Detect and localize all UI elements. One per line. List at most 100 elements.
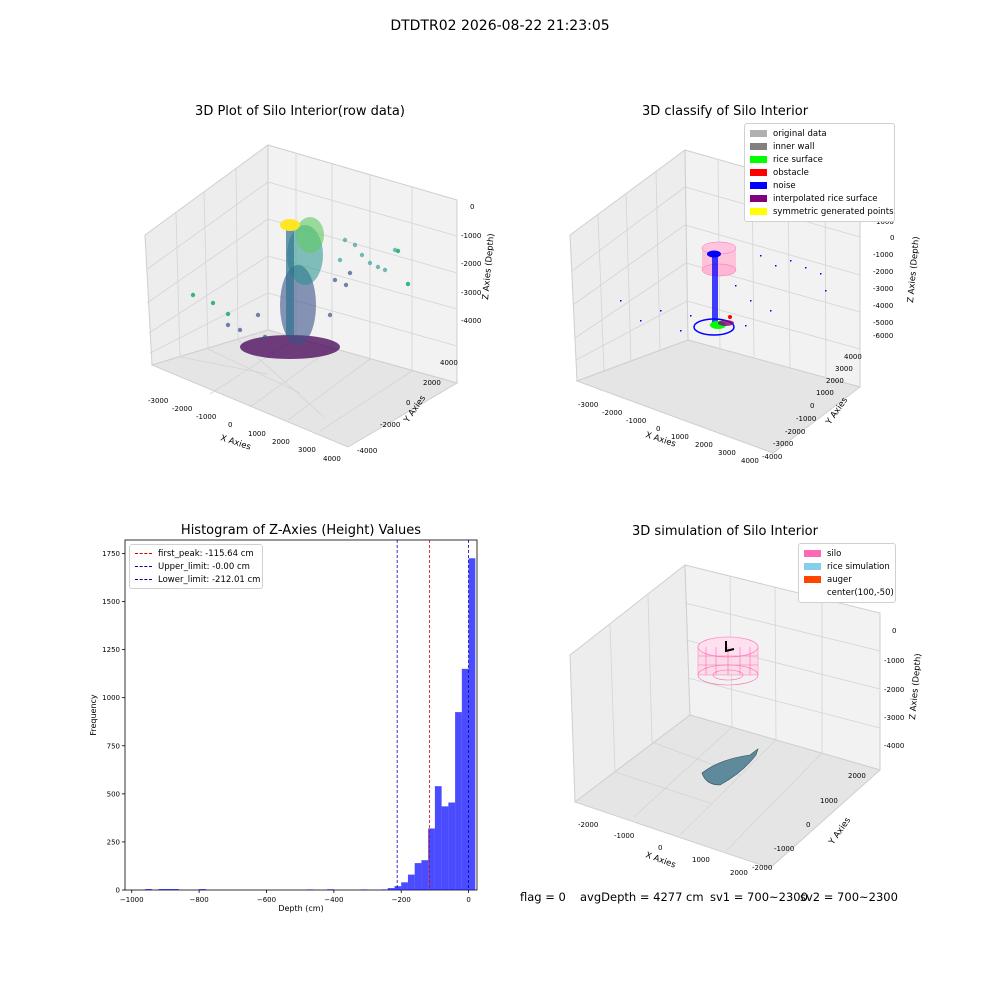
legend-label: interpolated rice surface — [773, 193, 878, 204]
histogram-plot-area — [124, 539, 478, 891]
sim-y-tick: 2000 — [848, 772, 866, 780]
raw-data-points — [190, 217, 411, 359]
histogram-bar — [468, 558, 476, 890]
legend-label: rice surface — [773, 154, 823, 165]
legend-item: auger — [804, 573, 890, 586]
histogram-bar — [441, 806, 449, 890]
raw-y-tick: 4000 — [440, 359, 458, 367]
cls-floor — [575, 339, 862, 454]
simulation-3d-plot[interactable]: -2000 -1000 0 1000 2000 2000 1000 0 -100… — [530, 545, 1000, 905]
cls-z-tick: 1000 — [876, 218, 894, 226]
histogram-y-tick-label: 1750 — [102, 550, 120, 558]
cls-y-ticks: 4000 3000 2000 1000 0 -1000 -2000 -3000 … — [762, 353, 862, 461]
cls-x-tick: 4000 — [741, 457, 759, 465]
histogram-x-label: Depth (cm) — [278, 904, 323, 913]
histogram-bar — [306, 889, 314, 890]
legend-item: center(100,-50) — [804, 586, 894, 599]
cls-z-tick: -1000 — [873, 251, 893, 259]
sim-y-tick: 0 — [806, 821, 810, 829]
classify-plot-title: 3D classify of Silo Interior — [641, 104, 809, 119]
raw-z-tick: -3000 — [461, 289, 481, 297]
legend-label: silo — [827, 548, 842, 559]
sim-z-ticks: 0 -1000 -2000 -3000 -4000 — [884, 627, 904, 750]
cls-y-tick: 0 — [810, 402, 814, 410]
cls-interpolated-surface — [718, 320, 734, 326]
cls-x-tick: -1000 — [626, 417, 646, 425]
cls-z-tick: 0 — [890, 234, 894, 242]
legend-line — [135, 579, 152, 580]
raw-left-wall — [144, 144, 269, 366]
raw-cluster-top — [280, 219, 300, 231]
cls-x-tick: 0 — [656, 425, 660, 433]
raw-y-tick: 0 — [406, 399, 410, 407]
histogram-bar — [145, 889, 152, 890]
legend-label: Upper_limit: -0.00 cm — [158, 561, 250, 572]
cls-y-tick: 4000 — [844, 353, 862, 361]
cls-x-tick: -2000 — [602, 409, 622, 417]
sim-x-ticks: -2000 -1000 0 1000 2000 — [578, 821, 748, 877]
cls-points — [620, 241, 827, 336]
histogram-x-tick-label: −400 — [324, 896, 343, 904]
sim-y-ticks: 2000 1000 0 -1000 -2000 — [752, 772, 866, 872]
histogram-bar — [199, 889, 206, 890]
histogram-x-ticks: −1000 −800 −600 −400 −200 0 — [120, 890, 471, 904]
legend-item: noise — [750, 179, 889, 192]
histogram-x-tick-label: −200 — [392, 896, 411, 904]
footer-sv2: sv2 = 700~2300 — [800, 890, 898, 904]
sim-gridlines — [609, 575, 881, 852]
sim-z-axis-label: Z Axies (Depth) — [908, 653, 924, 720]
legend-item: symmetric generated points — [750, 205, 894, 218]
legend-item: obstacle — [750, 166, 889, 179]
histogram-bars — [145, 558, 476, 890]
legend-item: silo — [804, 547, 890, 560]
cls-z-tick: -6000 — [873, 332, 893, 340]
histogram-bar — [401, 882, 408, 890]
raw-x-tick: -1000 — [196, 413, 216, 421]
histogram-y-ticks: 0 250 500 750 1000 1250 1500 1750 — [102, 550, 125, 895]
cls-x-tick: 3000 — [718, 449, 736, 457]
cls-x-tick: -3000 — [578, 401, 598, 409]
histogram-bar — [434, 786, 442, 890]
cls-y-tick: -4000 — [762, 453, 782, 461]
raw-floor — [150, 329, 459, 448]
raw-column — [286, 225, 294, 335]
legend-swatch — [804, 563, 821, 570]
histogram-bar — [158, 889, 166, 890]
histogram-y-tick-label: 1500 — [102, 598, 120, 606]
raw-z-axis-label: Z Axies (Depth) — [481, 233, 497, 300]
legend-label: center(100,-50) — [827, 587, 894, 598]
sim-x-tick: 0 — [658, 844, 662, 852]
footer-avg-depth: avgDepth = 4277 cm — [580, 890, 704, 904]
histogram-x-tick-label: 0 — [466, 896, 470, 904]
legend-item: rice surface — [750, 153, 889, 166]
sim-y-tick: 1000 — [820, 797, 838, 805]
legend-item: Lower_limit: -212.01 cm — [135, 573, 260, 586]
classify-legend: original data inner wall rice surface ob… — [744, 123, 895, 222]
sim-auger-marker — [725, 641, 735, 653]
histogram-bar — [360, 889, 368, 890]
sim-z-tick: 0 — [892, 627, 896, 635]
raw-3d-plot[interactable]: -3000 -2000 -1000 0 1000 2000 3000 4000 … — [100, 125, 600, 505]
cls-z-axis-label: Z Axies (Depth) — [906, 236, 922, 303]
histogram-bar — [387, 888, 395, 890]
cls-y-tick: 2000 — [826, 377, 844, 385]
legend-label: obstacle — [773, 167, 809, 178]
raw-z-tick: -1000 — [461, 232, 481, 240]
legend-label: noise — [773, 180, 796, 191]
legend-item: interpolated rice surface — [750, 192, 889, 205]
footer-sv1: sv1 = 700~2300 — [710, 890, 808, 904]
raw-x-ticks: -3000 -2000 -1000 0 1000 2000 3000 4000 — [148, 397, 341, 463]
raw-y-ticks: 4000 2000 0 -2000 -4000 — [357, 359, 458, 455]
raw-cluster-bottom — [240, 335, 340, 359]
cls-x-tick: 2000 — [695, 441, 713, 449]
histogram-reference-lines — [396, 540, 469, 890]
histogram-chart[interactable]: −1000 −800 −600 −400 −200 0 0 250 500 750 1000 125… — [80, 530, 580, 930]
cls-z-tick: -4000 — [873, 302, 893, 310]
raw-x-tick: -2000 — [172, 405, 192, 413]
sim-rice-surface — [701, 748, 759, 786]
legend-swatch — [804, 589, 821, 596]
raw-x-tick: 3000 — [298, 446, 316, 454]
simulation-legend: silo rice simulation auger center(100,-5… — [798, 543, 896, 603]
legend-label: auger — [827, 574, 852, 585]
cls-noise-column — [712, 255, 718, 325]
